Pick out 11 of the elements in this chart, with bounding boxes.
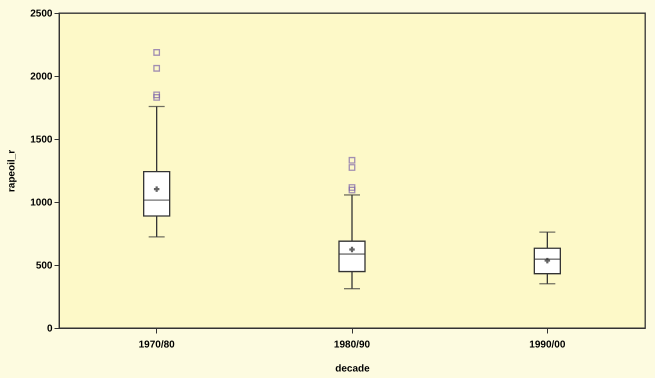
y-axis-title: rapeoil_r: [6, 150, 18, 192]
x-tick-label: 1980/90: [334, 340, 371, 350]
x-tick-label: 1990/00: [529, 340, 566, 350]
y-tick-label: 2000: [30, 72, 53, 82]
x-tick-label: 1970/80: [138, 340, 176, 350]
x-axis-title: decade: [335, 364, 370, 374]
y-tick-label: 0: [46, 324, 53, 334]
y-tick-label: 1500: [30, 134, 53, 146]
y-tick-label: 1000: [30, 198, 53, 208]
y-tick-label: 2500: [30, 8, 53, 20]
y-tick-label: 500: [36, 260, 53, 272]
